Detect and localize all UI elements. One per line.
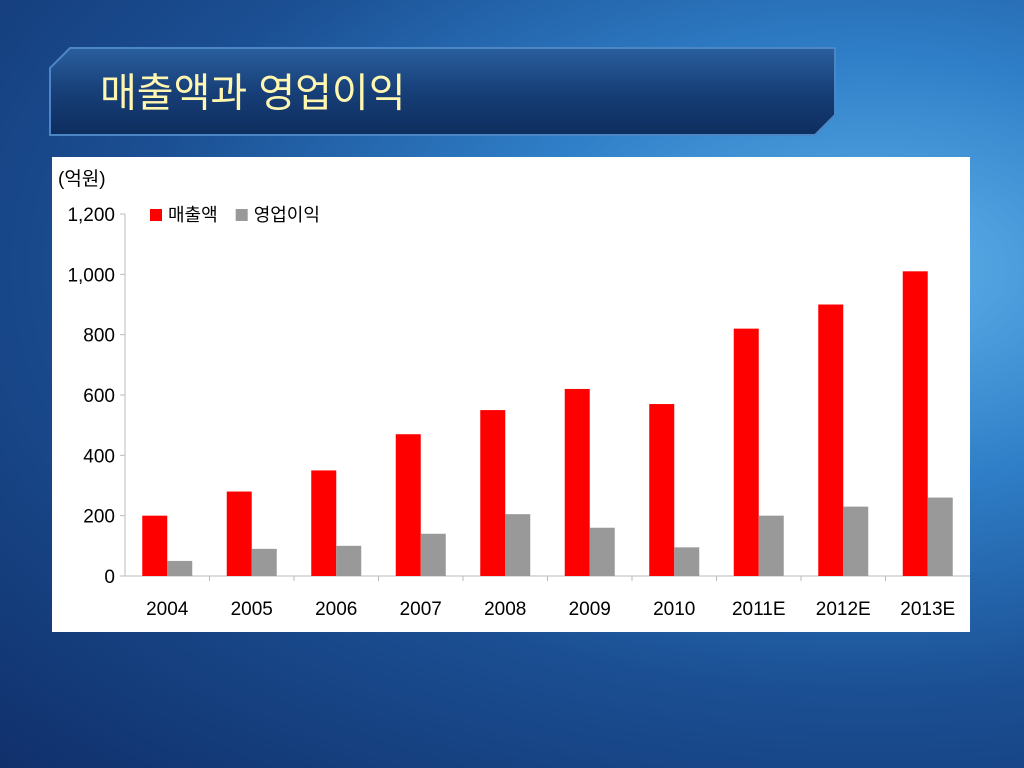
bar: [226, 491, 252, 576]
bar: [251, 548, 277, 576]
bar: [589, 527, 615, 576]
y-tick-label: 200: [83, 507, 115, 528]
bar: [336, 545, 362, 576]
y-tick-label: 400: [83, 446, 115, 467]
x-tick-label: 2011E: [732, 599, 786, 620]
bar: [758, 515, 784, 576]
y-tick-label: 0: [104, 567, 115, 588]
slide-title: 매출액과 영업이익: [100, 72, 406, 116]
bar: [505, 514, 531, 576]
bar: [733, 328, 759, 576]
bar: [142, 515, 168, 576]
x-tick-label: 2013E: [900, 599, 955, 620]
x-tick-label: 2007: [400, 599, 442, 620]
legend-swatch: [150, 209, 162, 221]
x-tick-label: 2006: [315, 599, 357, 620]
x-tick-label: 2010: [653, 599, 695, 620]
legend-label: 매출액: [168, 205, 218, 225]
y-unit-label: (억원): [58, 168, 106, 190]
y-tick-label: 600: [83, 386, 115, 407]
y-tick-label: 1,200: [67, 205, 115, 226]
x-tick-label: 2004: [146, 599, 189, 620]
bar: [395, 434, 421, 576]
bar: [927, 497, 953, 576]
bar: [564, 388, 590, 576]
x-tick-label: 2009: [569, 599, 611, 620]
legend-label: 영업이익: [254, 205, 320, 225]
legend-swatch: [235, 209, 248, 221]
bar: [167, 560, 193, 576]
bar: [902, 271, 928, 576]
bar: [480, 410, 506, 576]
y-tick-label: 1,000: [67, 265, 115, 286]
bar: [818, 304, 844, 576]
y-tick-label: 800: [83, 326, 115, 347]
bar: [420, 533, 446, 576]
bar: [311, 470, 337, 576]
x-tick-label: 2012E: [816, 599, 871, 620]
bar: [843, 506, 869, 576]
title-banner: [49, 47, 836, 136]
x-tick-label: 2005: [231, 599, 273, 620]
bar: [649, 404, 675, 576]
x-tick-label: 2008: [484, 599, 526, 620]
bar: [674, 547, 700, 576]
